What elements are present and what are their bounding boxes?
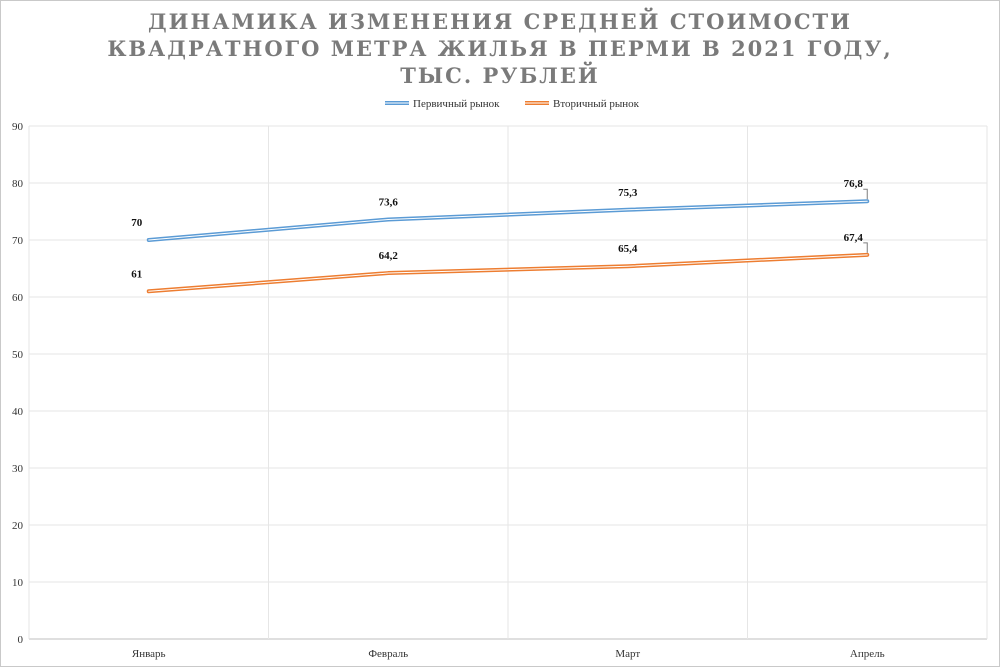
data-label: 75,3: [618, 187, 638, 199]
y-tick-label: 60: [12, 292, 24, 304]
gridlines: [28, 125, 988, 640]
y-axis: 0 10 20 30 40 50 60 70 80 90: [12, 121, 24, 646]
y-tick-label: 90: [12, 121, 24, 133]
x-tick-label: Январь: [132, 648, 166, 660]
data-label: 76,8: [844, 178, 864, 190]
x-tick-label: Февраль: [368, 648, 408, 660]
y-tick-label: 20: [12, 520, 24, 532]
y-tick-label: 70: [12, 235, 24, 247]
data-label: 70: [131, 217, 143, 229]
chart-title: Динамика изменения средней стоимости ква…: [107, 9, 893, 88]
y-tick-label: 50: [12, 349, 24, 361]
x-tick-label: Март: [615, 648, 640, 660]
label-leader-line: [863, 242, 868, 253]
data-label: 65,4: [618, 243, 638, 255]
data-label: 61: [131, 268, 142, 280]
y-tick-label: 10: [12, 577, 24, 589]
series-lines: [146, 199, 870, 294]
data-label: 73,6: [379, 196, 399, 208]
label-leader-line: [863, 188, 868, 200]
data-labels: 70 73,6 75,3 76,8 61 64,2 65,4 67,4: [131, 178, 868, 280]
data-label: 67,4: [844, 232, 864, 244]
legend: Первичный рынок Вторичный рынок: [385, 98, 640, 110]
series-line-inner: [148, 200, 868, 241]
legend-label: Первичный рынок: [413, 98, 500, 110]
x-axis: Январь Февраль Март Апрель: [132, 648, 885, 660]
y-tick-label: 30: [12, 463, 24, 475]
series-line-inner: [148, 254, 868, 292]
y-tick-label: 0: [18, 634, 24, 646]
legend-label: Вторичный рынок: [553, 98, 640, 110]
y-tick-label: 80: [12, 178, 24, 190]
data-label: 64,2: [379, 250, 399, 262]
x-tick-label: Апрель: [850, 648, 885, 660]
y-tick-label: 40: [12, 406, 24, 418]
